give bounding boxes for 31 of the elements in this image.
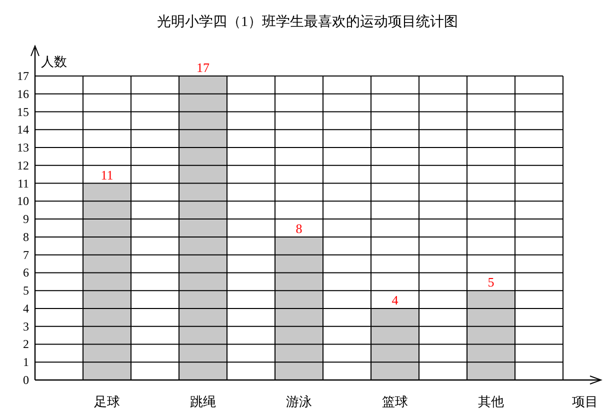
y-tick-label: 13 [17, 140, 29, 155]
data-label: 17 [196, 60, 210, 75]
data-label: 11 [100, 167, 114, 182]
y-tick-label: 6 [23, 266, 29, 280]
y-tick-label: 10 [17, 194, 29, 208]
y-axis-title: 人数 [41, 54, 67, 69]
x-tick-label: 跳绳 [190, 394, 216, 409]
y-tick-label: 8 [23, 230, 29, 244]
chart-title: 光明小学四（1）班学生最喜欢的运动项目统计图 [157, 14, 458, 30]
x-tick-label: 足球 [94, 394, 120, 409]
y-tick-label: 0 [23, 373, 29, 387]
y-tick-label: 14 [17, 122, 29, 137]
y-tick-label: 5 [23, 284, 29, 298]
x-tick-label: 篮球 [382, 394, 408, 409]
y-tick-label: 15 [17, 104, 29, 119]
data-label: 5 [488, 274, 494, 290]
x-axis-title: 项目 [572, 394, 598, 409]
y-tick-label: 9 [23, 212, 29, 226]
y-tick-label: 17 [17, 69, 29, 83]
y-tick-label: 3 [23, 319, 29, 334]
y-tick-label: 12 [17, 158, 29, 172]
y-tick-label: 7 [23, 248, 29, 262]
y-tick-label: 1 [23, 355, 29, 370]
y-tick-label: 4 [23, 301, 29, 316]
y-tick-label: 11 [17, 176, 29, 190]
x-tick-label: 游泳 [286, 394, 312, 409]
data-label: 4 [392, 292, 399, 308]
x-tick-label: 其他 [478, 394, 504, 409]
y-tick-label: 2 [23, 337, 29, 352]
data-label: 8 [296, 220, 302, 236]
y-tick-label: 16 [17, 86, 29, 101]
